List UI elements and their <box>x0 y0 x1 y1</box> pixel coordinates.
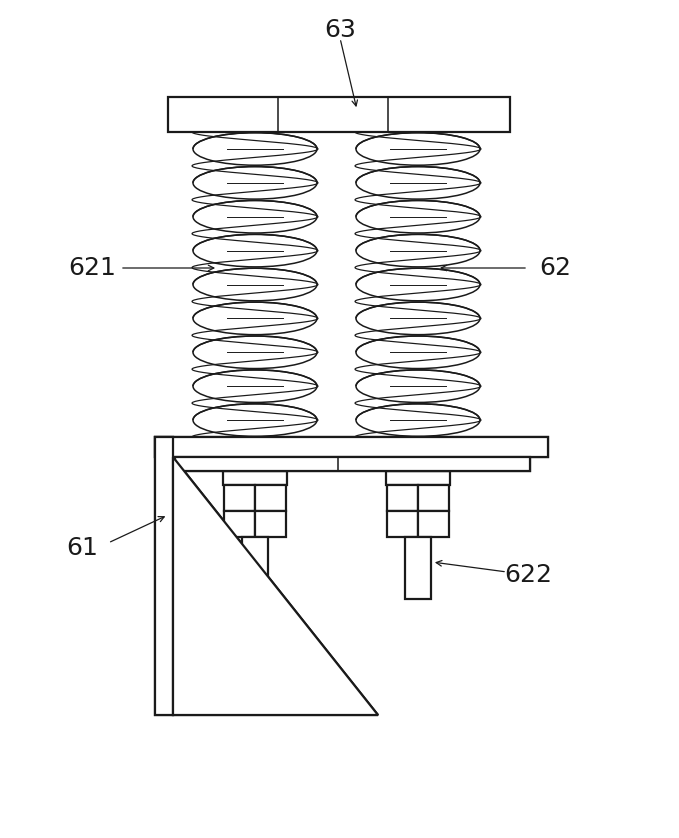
Ellipse shape <box>356 167 480 199</box>
Bar <box>418 511 449 537</box>
Ellipse shape <box>356 303 480 334</box>
Bar <box>168 97 510 132</box>
Text: 61: 61 <box>66 536 98 560</box>
Ellipse shape <box>356 132 480 165</box>
Bar <box>224 485 255 511</box>
Text: 63: 63 <box>324 18 356 42</box>
Bar <box>155 437 173 715</box>
Bar <box>418 485 449 511</box>
Bar <box>255 485 286 511</box>
Text: 621: 621 <box>68 256 116 280</box>
Ellipse shape <box>193 303 317 334</box>
Ellipse shape <box>356 404 480 437</box>
Bar <box>386 471 450 485</box>
Text: 62: 62 <box>539 256 571 280</box>
Bar <box>405 537 431 599</box>
Ellipse shape <box>356 200 480 233</box>
Bar <box>155 437 173 715</box>
Polygon shape <box>173 457 378 715</box>
Ellipse shape <box>193 268 317 301</box>
Ellipse shape <box>193 235 317 266</box>
Bar <box>387 485 418 511</box>
Ellipse shape <box>356 235 480 266</box>
Ellipse shape <box>356 370 480 402</box>
Bar <box>175 457 530 471</box>
Ellipse shape <box>193 200 317 233</box>
Bar <box>155 437 548 457</box>
Text: 622: 622 <box>504 563 552 587</box>
Polygon shape <box>173 457 378 715</box>
Ellipse shape <box>193 370 317 402</box>
Bar <box>387 511 418 537</box>
Ellipse shape <box>193 167 317 199</box>
Ellipse shape <box>356 336 480 369</box>
Bar <box>255 511 286 537</box>
Ellipse shape <box>193 132 317 165</box>
Ellipse shape <box>356 268 480 301</box>
Bar <box>175 457 530 471</box>
Bar <box>242 537 268 599</box>
Ellipse shape <box>193 336 317 369</box>
Bar <box>155 437 548 457</box>
Bar <box>223 471 287 485</box>
Ellipse shape <box>193 404 317 437</box>
Bar <box>224 511 255 537</box>
